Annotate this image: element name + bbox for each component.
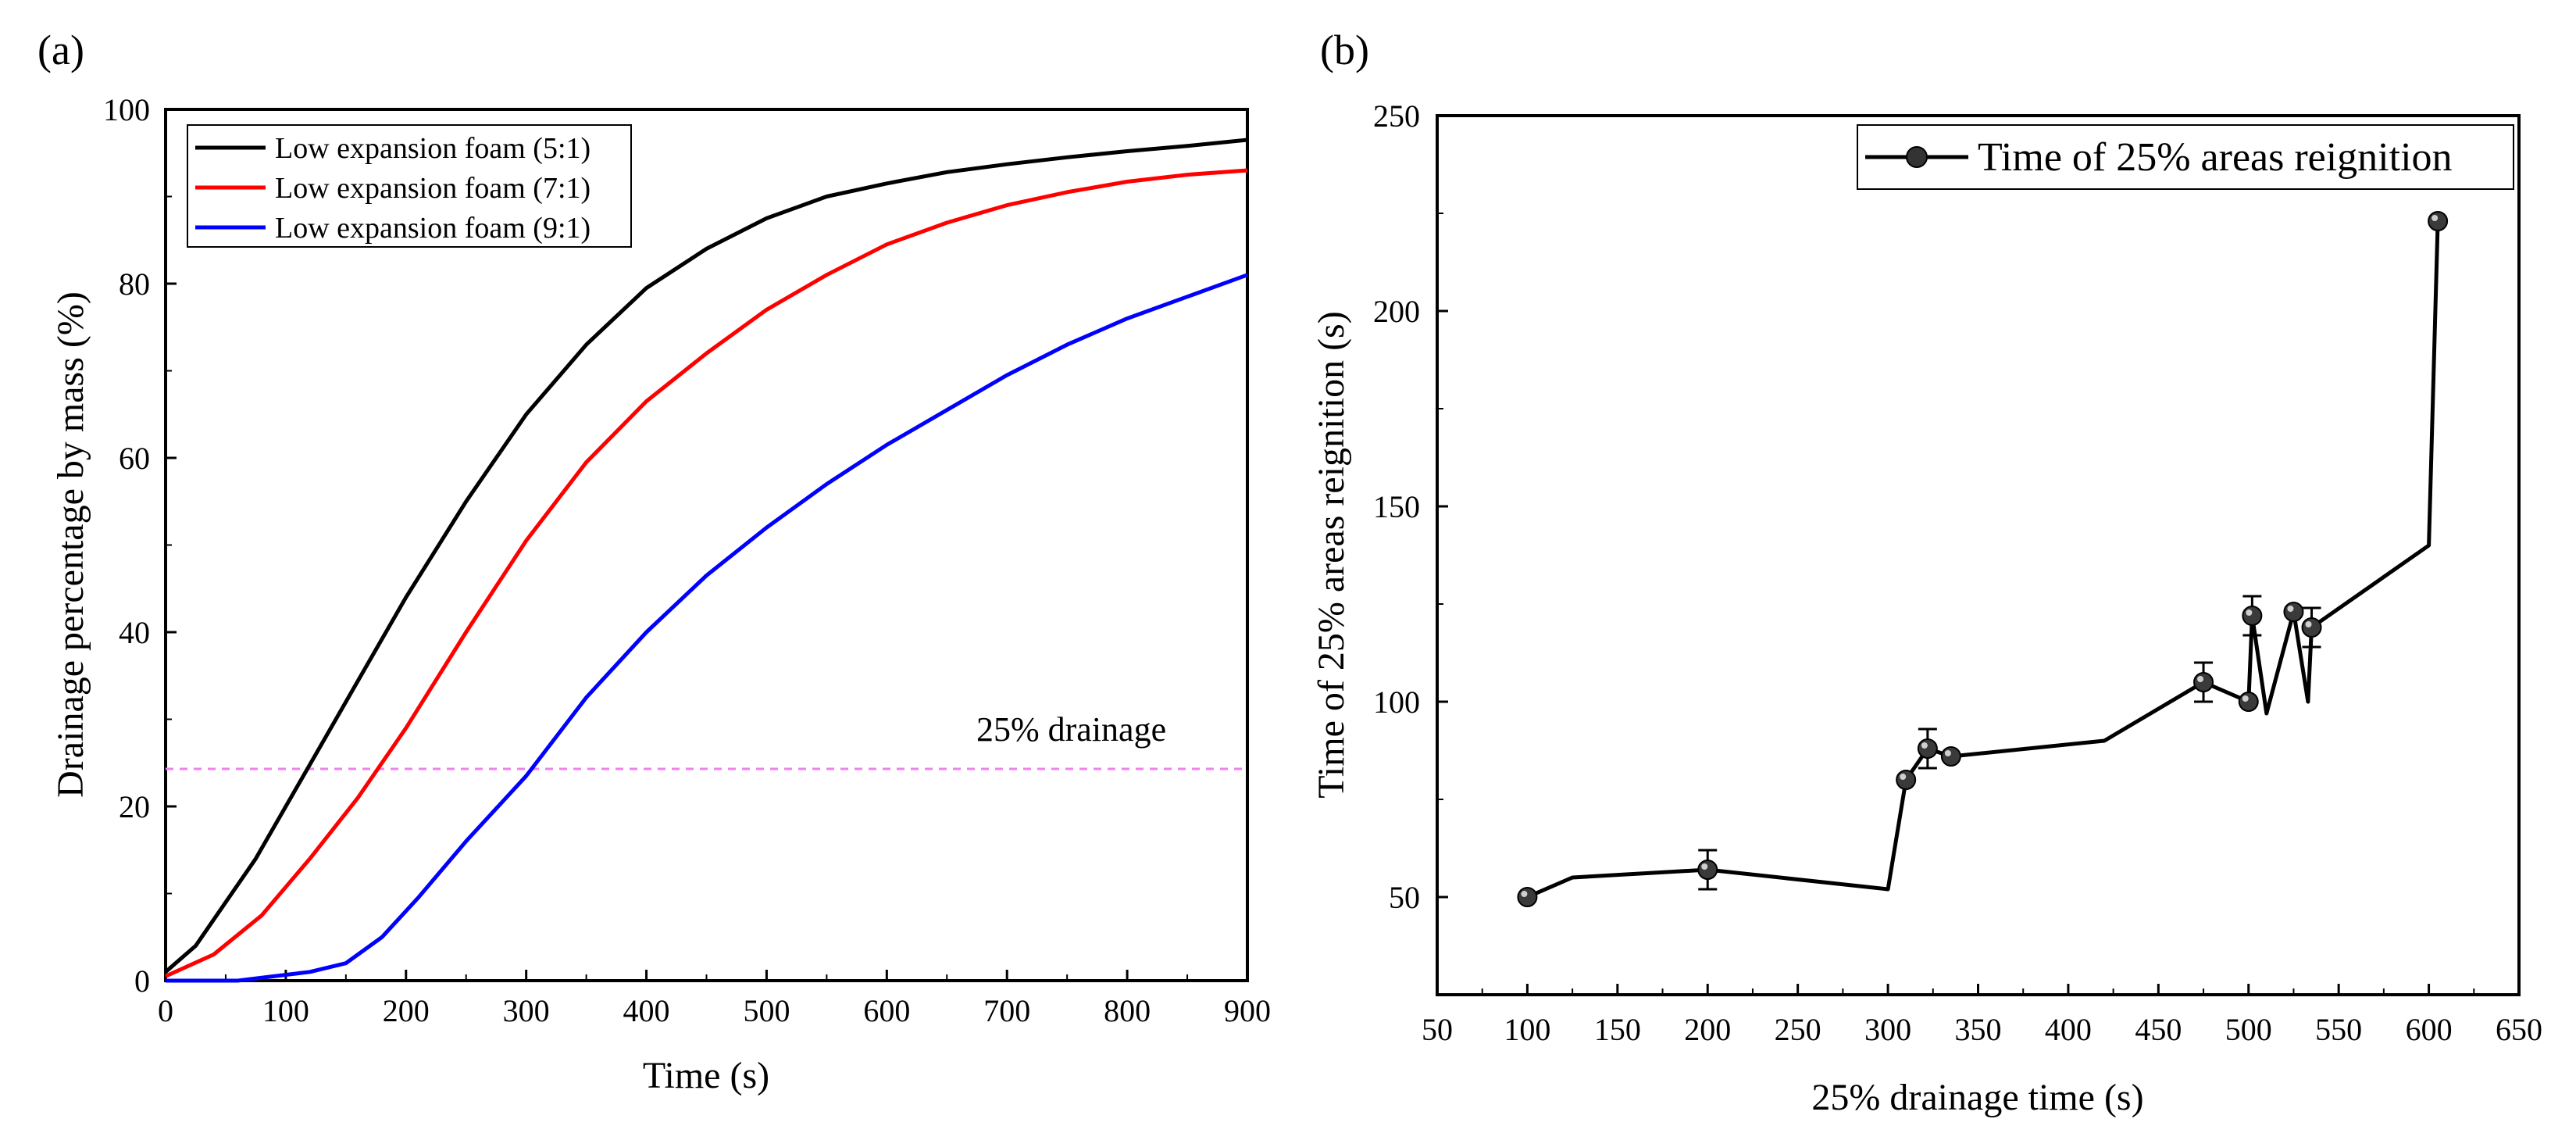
data-point-highlight (2246, 609, 2253, 616)
panel-b-x-tick-label: 600 (2406, 1012, 2453, 1047)
panel-b-label: (b) (1320, 27, 1369, 73)
panel-a-y-tick-label: 60 (119, 441, 150, 476)
panel-a-y-tick-label: 40 (119, 615, 150, 650)
panel-b-plot-frame (1436, 114, 2521, 996)
legend-label-reignition: Time of 25% areas reignition (1978, 135, 2453, 180)
panel-a-x-tick-label: 900 (1224, 993, 1271, 1028)
panel-b-x-tick-label: 550 (2315, 1012, 2362, 1047)
legend-label-5-1: Low expansion foam (5:1) (275, 132, 590, 165)
panel-b-y-axis-title: Time of 25% areas reignition (s) (1311, 311, 1352, 798)
legend-marker-reignition (1906, 146, 1928, 168)
panel-a-x-tick-label: 600 (863, 993, 910, 1028)
data-point (2301, 617, 2322, 638)
legend-label-7-1: Low expansion foam (7:1) (275, 172, 590, 205)
panel-b-y-tick-label: 100 (1373, 685, 1420, 720)
data-point-highlight (2287, 606, 2294, 612)
panel-b-x-tick-label: 200 (1684, 1012, 1731, 1047)
panel-b-x-tick-label: 350 (1955, 1012, 2002, 1047)
data-point (1917, 738, 1938, 759)
panel-b-y-tick-label: 250 (1373, 98, 1420, 134)
data-point (2238, 692, 2259, 712)
panel-b-x-tick-label: 50 (1422, 1012, 1453, 1047)
series-line-9-1 (166, 273, 1248, 983)
panel-a-chart: 0 100 200 300 400 500 600 700 800 900 0 20 40 60 80 100… (50, 92, 1271, 1096)
panel-a-x-tick-label: 100 (262, 993, 309, 1028)
data-point-highlight (1900, 774, 1907, 780)
data-point (2242, 606, 2263, 626)
panel-a-x-tick-label: 800 (1104, 993, 1151, 1028)
panel-b-x-tick-label: 500 (2225, 1012, 2272, 1047)
panel-b-x-axis-title: 25% drainage time (s) (1811, 1077, 2143, 1118)
data-point (2193, 672, 2214, 692)
panel-b-chart: 50 100 150 200 250 300 350 400 450 500 550 600 650 50… (1311, 98, 2542, 1118)
panel-b-x-tick-label: 300 (1864, 1012, 1911, 1047)
panel-a-label: (a) (37, 27, 84, 73)
data-point-highlight (1701, 863, 1708, 870)
panel-b-y-tick-label: 200 (1373, 294, 1420, 329)
data-point-highlight (1921, 742, 1928, 749)
panel-a-y-tick-label: 80 (119, 266, 150, 302)
panel-a-x-tick-label: 700 (983, 993, 1030, 1028)
annotation-25-drainage: 25% drainage (976, 710, 1166, 749)
panel-a-x-tick-label: 200 (383, 993, 430, 1028)
data-point (1697, 860, 1718, 880)
data-point-highlight (1944, 750, 1951, 756)
panel-b-x-tick-label: 400 (2045, 1012, 2092, 1047)
legend-label-9-1: Low expansion foam (9:1) (275, 212, 590, 245)
series-line-reignition (1526, 220, 2440, 899)
series-line-7-1 (164, 168, 1248, 978)
panel-a-y-tick-label: 0 (134, 963, 150, 999)
data-point (1517, 887, 1538, 907)
panel-a-y-tick-label: 20 (119, 789, 150, 824)
data-point-highlight (2305, 621, 2312, 627)
data-point-highlight (1521, 891, 1528, 897)
panel-b-x-tick-label: 100 (1504, 1012, 1550, 1047)
panel-b-legend: Time of 25% areas reignition (1857, 124, 2514, 190)
panel-b-y-tick-label: 50 (1389, 880, 1420, 915)
data-point-highlight (2242, 695, 2249, 702)
panel-a-x-tick-label: 500 (743, 993, 790, 1028)
panel-a-x-axis-title: Time (s) (643, 1055, 769, 1096)
data-point (1896, 770, 1917, 790)
panel-b-y-tick-label: 150 (1373, 489, 1420, 524)
panel-a-x-tick-label: 300 (503, 993, 550, 1028)
panel-b-x-tick-label: 450 (2135, 1012, 2182, 1047)
panel-a-x-tick-label: 400 (623, 993, 670, 1028)
data-point (2283, 602, 2304, 622)
panel-b-x-tick-label: 150 (1594, 1012, 1641, 1047)
data-point-highlight (2432, 215, 2439, 221)
data-point-highlight (2197, 676, 2204, 682)
panel-a-legend: Low expansion foam (5:1) Low expansion f… (187, 124, 632, 248)
panel-a-x-tick-label: 0 (158, 993, 173, 1028)
panel-a-y-tick-label: 100 (103, 92, 150, 127)
data-point (2428, 211, 2449, 231)
panel-b-x-tick-label: 250 (1775, 1012, 1821, 1047)
series-line-5-1 (164, 138, 1248, 974)
data-point (1940, 746, 1961, 767)
panel-b-x-tick-label: 650 (2496, 1012, 2542, 1047)
panel-a-y-axis-title: Drainage percentage by mass (%) (50, 291, 91, 798)
